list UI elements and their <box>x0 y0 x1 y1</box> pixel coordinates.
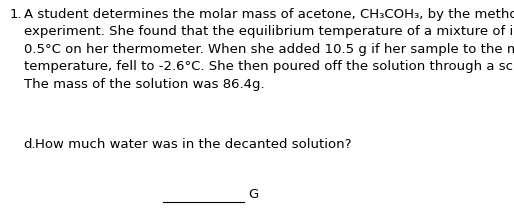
Text: d.: d. <box>24 138 36 151</box>
Text: How much water was in the decanted solution?: How much water was in the decanted solut… <box>35 138 352 151</box>
Text: G: G <box>248 188 259 201</box>
Text: 1.: 1. <box>9 8 22 21</box>
Text: A student determines the molar mass of acetone, CH₃COH₃, by the method used in t: A student determines the molar mass of a… <box>24 8 514 91</box>
